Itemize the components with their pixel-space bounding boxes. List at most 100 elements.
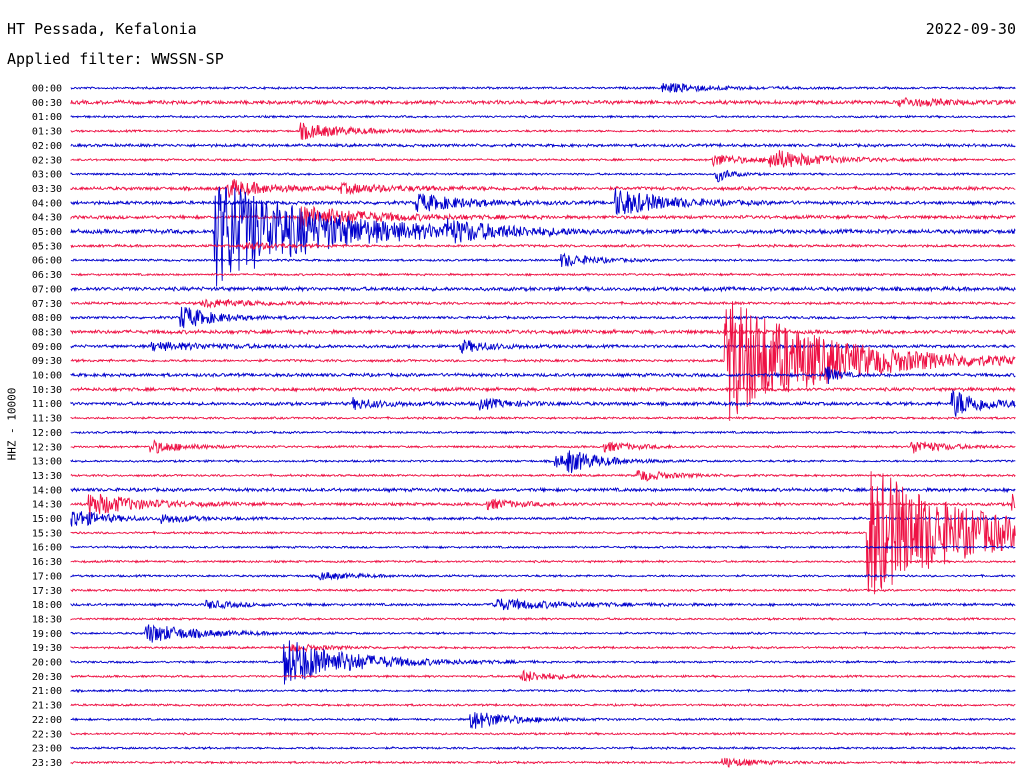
tick-label: 21:00 [32,686,62,697]
trace-line [70,688,1016,694]
tick-label: 07:30 [32,299,62,310]
trace-line [70,122,1016,140]
tick-label: 09:00 [32,342,62,353]
tick-label: 10:00 [32,371,62,382]
trace-line [70,745,1016,751]
trace-line [70,83,1016,93]
tick-label: 19:30 [32,643,62,654]
tick-label: 22:00 [32,715,62,726]
tick-label: 21:30 [32,701,62,712]
trace-line [70,298,1016,309]
tick-label: 03:00 [32,170,62,181]
trace-line [70,386,1016,393]
trace-line [70,712,1016,729]
trace-line [70,544,1016,550]
tick-label: 00:30 [32,98,62,109]
tick-label: 17:00 [32,571,62,582]
tick-label: 01:30 [32,127,62,138]
trace-line [70,587,1016,593]
tick-label: 11:00 [32,399,62,410]
trace-line [70,97,1016,108]
tick-label: 07:00 [32,284,62,295]
tick-label: 18:00 [32,600,62,611]
filter-label: Applied filter: WWSSN-SP [7,50,224,68]
tick-label: 13:00 [32,457,62,468]
tick-label: 10:30 [32,385,62,396]
trace-line [70,572,1016,581]
trace-line [70,179,1016,198]
tick-label: 01:00 [32,112,62,123]
tick-label: 13:30 [32,471,62,482]
tick-label: 15:00 [32,514,62,525]
tick-label: 17:30 [32,586,62,597]
tick-label: 23:00 [32,744,62,755]
date-label: 2022-09-30 [925,20,1016,38]
trace-line [70,285,1016,293]
tick-label: 09:30 [32,356,62,367]
station-title: HT Pessada, Kefalonia [7,20,197,38]
tick-label: 08:30 [32,327,62,338]
traces-group [70,83,1016,768]
trace-line [70,205,1016,230]
trace-line [70,439,1016,454]
trace-line [70,471,1016,595]
tick-label: 18:30 [32,614,62,625]
trace-line [70,669,1016,683]
tick-label: 15:30 [32,528,62,539]
trace-line [70,493,1016,517]
trace-line [70,114,1016,119]
trace-line [70,301,1016,421]
trace-line [70,702,1016,708]
trace-line [70,757,1016,768]
trace-line [70,640,1016,685]
tick-label: 03:30 [32,184,62,195]
tick-label: 20:30 [32,672,62,683]
trace-line [70,643,1016,653]
tick-label: 14:30 [32,500,62,511]
tick-label: 02:30 [32,155,62,166]
tick-label: 19:00 [32,629,62,640]
trace-line [70,366,1016,385]
trace-line [70,241,1016,251]
trace-line [70,450,1016,474]
tick-label: 05:30 [32,241,62,252]
trace-line [70,389,1016,417]
trace-line [70,559,1016,564]
tick-label: 22:30 [32,729,62,740]
tick-labels-group: 00:00 00:30 01:00 01:30 02:00 02:30 03:00 03:30… [32,84,62,769]
tick-label: 12:00 [32,428,62,439]
tick-label: 05:00 [32,227,62,238]
trace-line [70,252,1016,268]
tick-label: 16:30 [32,557,62,568]
tick-label: 00:00 [32,84,62,95]
trace-line [70,616,1016,622]
trace-line [70,415,1016,421]
trace-line [70,486,1016,494]
tick-label: 11:30 [32,414,62,425]
trace-line [70,150,1016,168]
tick-label: 08:00 [32,313,62,324]
trace-line [70,306,1016,329]
tick-label: 06:30 [32,270,62,281]
trace-line [70,469,1016,482]
trace-line [70,430,1016,435]
trace-line [70,142,1016,149]
tick-label: 02:00 [32,141,62,152]
tick-label: 06:00 [32,256,62,267]
trace-line [70,169,1016,183]
tick-label: 16:00 [32,543,62,554]
trace-line [70,511,1016,527]
trace-line [70,731,1016,737]
tick-label: 14:00 [32,485,62,496]
tick-label: 04:30 [32,213,62,224]
trace-line [70,272,1016,277]
tick-label: 12:30 [32,442,62,453]
tick-label: 04:00 [32,198,62,209]
trace-line [70,597,1016,611]
trace-line [70,186,1016,287]
trace-line [70,328,1016,336]
tick-label: 23:30 [32,758,62,769]
trace-line [70,188,1016,216]
trace-line [70,624,1016,643]
